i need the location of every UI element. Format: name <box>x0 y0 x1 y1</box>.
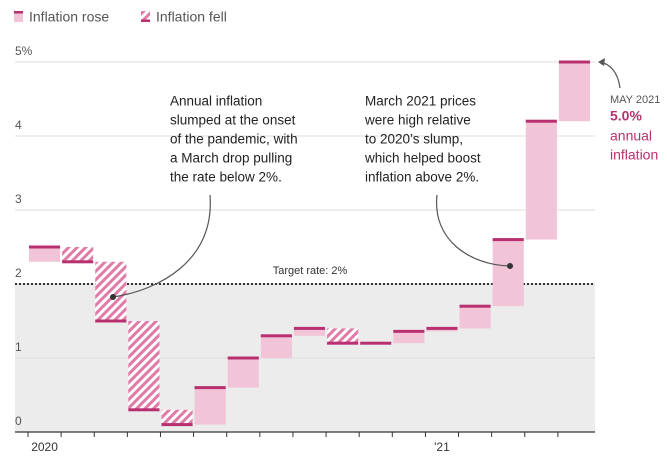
bar <box>558 62 590 122</box>
legend-label: Inflation fell <box>156 9 227 25</box>
y-tick-label: 0 <box>15 414 22 428</box>
annotation-text: to 2020’s slump, <box>365 132 463 147</box>
bar-value-line <box>558 60 590 64</box>
annotation-dot <box>110 294 116 300</box>
bar-value-line <box>426 326 458 330</box>
annotation-text: slumped at the onset <box>170 113 296 128</box>
end-pointer <box>599 61 621 89</box>
annotation-pointer <box>112 194 211 298</box>
legend-swatch-line <box>141 19 150 22</box>
bar <box>128 321 160 410</box>
bar-value-line <box>360 341 392 345</box>
x-tick-label: 2020 <box>31 440 58 454</box>
annotation-text: which helped boost <box>364 151 481 166</box>
bar <box>459 306 491 329</box>
bar-value-line <box>293 326 326 330</box>
end-text: annual <box>610 128 652 144</box>
legend-swatch-line <box>14 11 23 14</box>
y-tick-label: 4 <box>15 118 22 132</box>
bar <box>293 328 326 336</box>
bar-value-line <box>525 119 557 123</box>
y-tick-label: 5% <box>15 44 33 58</box>
annotation-text: of the pandemic, with <box>170 132 298 147</box>
target-label: Target rate: 2% <box>273 265 348 277</box>
bar-value-line <box>260 334 292 338</box>
bar <box>95 261 127 321</box>
bar <box>525 121 557 240</box>
end-value: 5.0% <box>610 108 642 124</box>
bar <box>260 335 292 358</box>
y-tick-label: 1 <box>15 340 22 354</box>
bar <box>62 247 94 262</box>
end-date: MAY 2021 <box>610 94 660 106</box>
bar-value-line <box>227 356 259 360</box>
bar-value-line <box>194 386 226 390</box>
annotation-text: inflation above 2%. <box>365 170 479 185</box>
legend-swatch <box>141 11 150 22</box>
bar-value-line <box>128 408 160 412</box>
end-arrowhead <box>598 58 605 66</box>
annotation-text: the rate below 2%. <box>170 170 282 185</box>
legend-swatch <box>14 11 23 22</box>
bar-value-line <box>62 260 94 264</box>
bar-value-line <box>459 304 491 308</box>
bar <box>29 247 61 262</box>
bar <box>161 409 193 425</box>
bar-value-line <box>327 341 359 345</box>
bar-value-line <box>161 423 193 427</box>
annotation-text: a March drop pulling <box>170 151 292 166</box>
bar <box>327 328 359 344</box>
bar <box>393 331 425 344</box>
bar <box>227 358 259 388</box>
bar-value-line <box>492 238 524 242</box>
annotation-text: March 2021 prices <box>365 94 476 109</box>
annotation-dot <box>507 263 513 269</box>
annotation-text: Annual inflation <box>170 94 262 109</box>
annotation-pointer <box>436 194 511 267</box>
bar-value-line <box>29 245 61 249</box>
bar <box>194 387 226 425</box>
bar-value-line <box>393 329 425 333</box>
annotation-text: were high relative <box>364 113 471 128</box>
bar <box>492 239 524 307</box>
y-tick-label: 3 <box>15 192 22 206</box>
x-tick-label: '21 <box>434 440 450 454</box>
legend-label: Inflation rose <box>29 9 109 25</box>
y-tick-label: 2 <box>15 266 22 280</box>
end-text: inflation <box>610 147 658 163</box>
bar-value-line <box>95 319 127 323</box>
